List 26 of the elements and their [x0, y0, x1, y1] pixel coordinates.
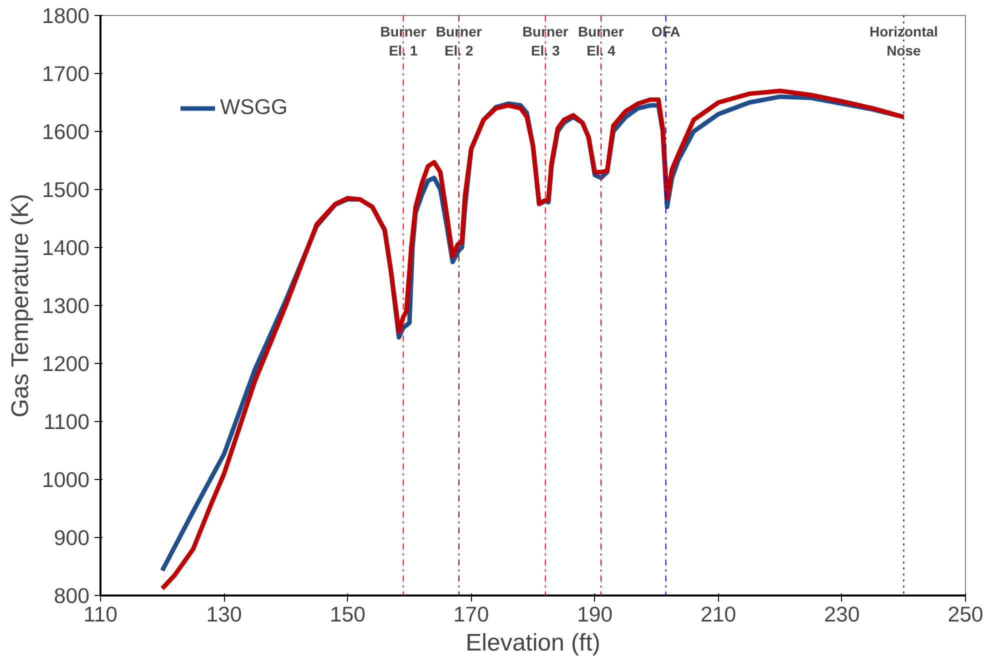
x-tick-label: 190 [576, 602, 613, 626]
ref-line-label: Burner El. 2 [436, 24, 482, 59]
y-tick-label: 1500 [42, 178, 90, 202]
ref-line-label: Burner El. 3 [522, 24, 569, 59]
y-tick-label: 1800 [42, 4, 90, 28]
legend-label: WSGG [220, 95, 288, 120]
x-tick-label: 230 [824, 602, 860, 626]
x-axis-title: Elevation (ft) [466, 630, 600, 656]
x-tick-label: 210 [700, 602, 736, 626]
x-tick-label: 170 [453, 602, 490, 626]
x-tick-label: 130 [206, 602, 242, 626]
y-tick-label: 1200 [42, 352, 90, 376]
ref-line-label: Burner El. 1 [380, 24, 427, 59]
y-tick-label: 1300 [42, 294, 90, 318]
ref-line-label: Horizontal Nose [869, 24, 938, 59]
y-tick-label: 1700 [42, 62, 90, 86]
ref-line-label: OFA [651, 24, 680, 40]
x-tick-label: 250 [948, 602, 984, 626]
x-tick-label: 150 [330, 602, 366, 626]
y-axis-title: Gas Temperature (K) [7, 194, 34, 418]
y-tick-label: 1000 [42, 468, 90, 492]
y-tick-label: 900 [54, 526, 90, 550]
y-tick-label: 1400 [42, 236, 90, 260]
y-tick-label: 1100 [44, 410, 90, 434]
y-tick-label: 1600 [42, 120, 90, 144]
ref-line-label: Burner El. 4 [578, 24, 624, 59]
